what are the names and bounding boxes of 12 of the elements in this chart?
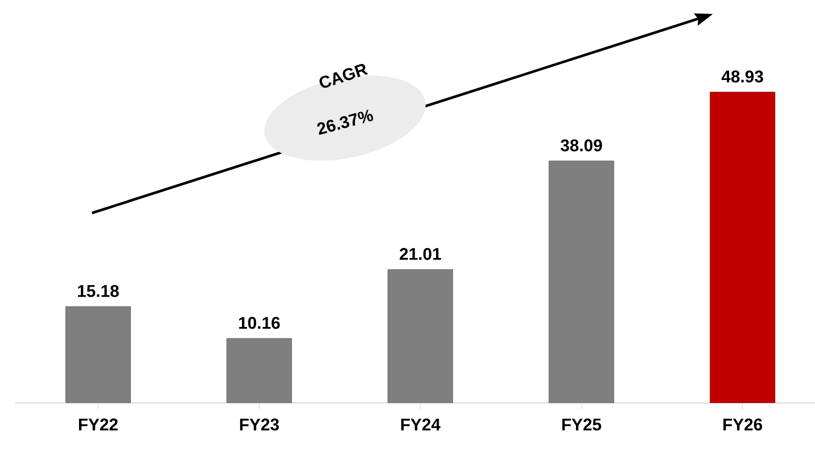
data-label: 10.16 bbox=[239, 316, 280, 329]
data-label: 38.09 bbox=[560, 139, 602, 152]
x-tick-label: FY26 bbox=[723, 418, 762, 431]
text: CAGR bbox=[320, 64, 368, 88]
annotation: 26.37% bbox=[317, 110, 374, 135]
data-label: 21.01 bbox=[400, 248, 442, 260]
x-tick-label: FY25 bbox=[562, 418, 602, 431]
x-tick-label: FY24 bbox=[401, 418, 440, 430]
data-label: 15.18 bbox=[78, 285, 119, 298]
data-label: 48.93 bbox=[722, 70, 764, 83]
x-tick-label: FY23 bbox=[240, 418, 279, 431]
x-tick-label: FY22 bbox=[79, 418, 118, 430]
